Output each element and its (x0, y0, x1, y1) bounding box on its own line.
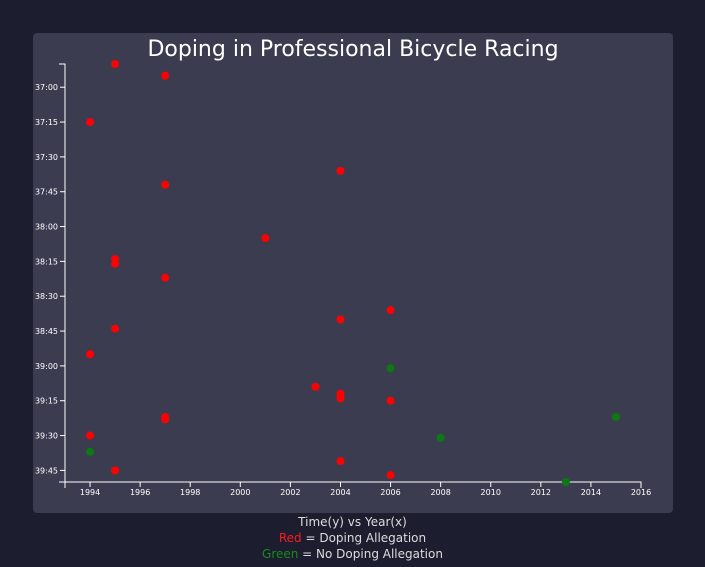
legend-no-doping-color: Green (262, 547, 299, 561)
doping-point[interactable] (311, 382, 320, 391)
x-tick-label: 1994 (80, 488, 100, 497)
doping-point[interactable] (386, 471, 395, 480)
x-tick-label: 2002 (280, 488, 300, 497)
y-tick-label: 37:45 (35, 188, 58, 197)
doping-point[interactable] (336, 315, 345, 324)
doping-point[interactable] (111, 324, 120, 333)
x-tick-label: 2004 (330, 488, 350, 497)
doping-point[interactable] (86, 118, 95, 127)
chart-card (33, 33, 673, 513)
no-doping-point[interactable] (86, 447, 95, 456)
doping-point[interactable] (261, 234, 270, 243)
no-doping-point[interactable] (436, 433, 445, 442)
y-tick-label: 39:45 (35, 466, 58, 475)
y-tick-label: 39:30 (35, 432, 58, 441)
no-doping-point[interactable] (611, 412, 620, 421)
y-tick-label: 38:30 (35, 292, 58, 301)
doping-point[interactable] (386, 306, 395, 315)
doping-point[interactable] (111, 60, 120, 68)
y-tick-label: 37:30 (35, 153, 58, 162)
x-tick-label: 2006 (380, 488, 400, 497)
x-tick-label: 2008 (430, 488, 450, 497)
no-doping-point[interactable] (386, 364, 395, 373)
x-tick-label: 2016 (631, 488, 651, 497)
x-tick-label: 2012 (531, 488, 551, 497)
doping-point[interactable] (86, 431, 95, 440)
doping-point[interactable] (336, 166, 345, 175)
y-axis: 37:00 37:15 37:30 37:45 38:00 38:15 38:30 38:45… (35, 63, 66, 483)
y-tick-label: 38:45 (35, 327, 58, 336)
legend-doping-color: Red (278, 531, 302, 545)
y-tick-label: 38:00 (35, 223, 58, 232)
chart-caption: Time(y) vs Year(x) Red = Doping Allegati… (0, 514, 705, 562)
y-tick-label: 37:00 (35, 83, 58, 92)
doping-point[interactable] (386, 396, 395, 405)
x-tick-label: 1998 (180, 488, 200, 497)
doping-point[interactable] (111, 259, 120, 268)
doping-point[interactable] (161, 415, 170, 424)
x-tick-label: 2000 (230, 488, 250, 497)
doping-point[interactable] (86, 350, 95, 359)
data-points (86, 60, 620, 486)
no-doping-point[interactable] (561, 478, 570, 486)
y-tick-label: 39:15 (35, 397, 58, 406)
legend-doping: Red = Doping Allegation (0, 530, 705, 546)
x-axis: 1994 1996 1998 2000 2002 2004 2006 2008 2010 2012… (64, 481, 651, 497)
doping-point[interactable] (161, 273, 170, 282)
legend-no-doping-text: = No Doping Allegation (298, 547, 443, 561)
legend-doping-text: = Doping Allegation (301, 531, 427, 545)
x-axis-label: Time(y) vs Year(x) (298, 515, 407, 529)
doping-point[interactable] (161, 180, 170, 189)
y-tick-label: 37:15 (35, 118, 58, 127)
y-axis-line (59, 63, 66, 483)
chart-title: Doping in Professional Bicycle Racing (147, 37, 559, 62)
doping-point[interactable] (336, 457, 345, 466)
doping-point[interactable] (111, 466, 120, 475)
legend-no-doping: Green = No Doping Allegation (0, 546, 705, 562)
y-tick-label: 38:15 (35, 257, 58, 266)
x-axis-line (64, 481, 642, 488)
x-tick-label: 2014 (581, 488, 601, 497)
x-tick-label: 1996 (130, 488, 150, 497)
doping-point[interactable] (161, 71, 170, 80)
y-tick-label: 39:00 (35, 362, 58, 371)
x-tick-label: 2010 (481, 488, 501, 497)
doping-point[interactable] (336, 394, 345, 403)
